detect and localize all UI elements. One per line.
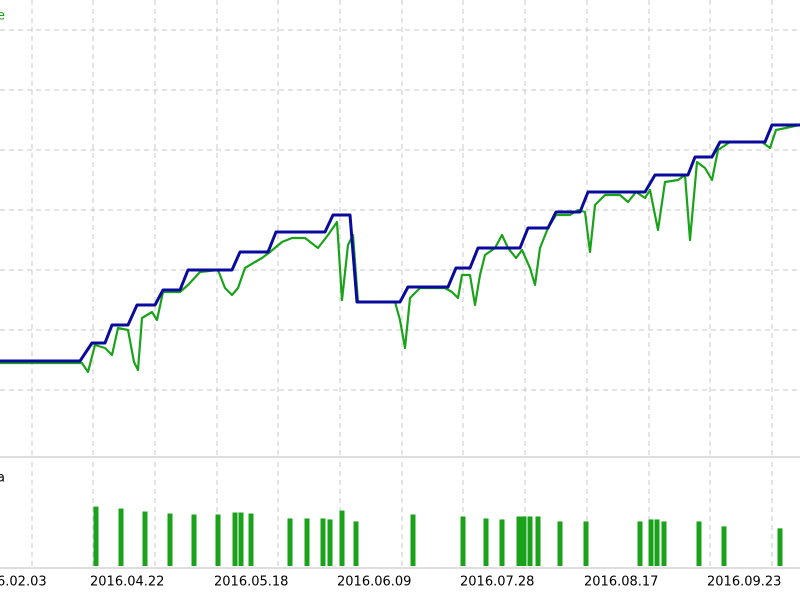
bar	[327, 519, 333, 566]
bar	[238, 512, 244, 566]
bar	[287, 518, 293, 566]
bar	[654, 519, 660, 566]
panel-title: e	[0, 9, 5, 24]
bar	[661, 521, 667, 566]
bar	[637, 521, 643, 566]
bar	[142, 511, 148, 566]
panel-title: a	[0, 471, 5, 486]
series-line	[0, 123, 800, 374]
x-tick-label: 2016.09.23	[707, 575, 781, 590]
bar	[304, 518, 310, 566]
bar	[248, 513, 254, 566]
bar	[648, 519, 654, 566]
bar	[410, 514, 416, 566]
bar	[499, 519, 505, 566]
bar	[777, 528, 783, 566]
x-tick-label: 2016.04.22	[90, 575, 164, 590]
bar	[583, 521, 589, 566]
bar	[191, 514, 197, 566]
bar	[215, 514, 221, 566]
series-line	[0, 123, 800, 363]
bar	[483, 518, 489, 566]
bar	[232, 512, 238, 566]
bar	[460, 516, 466, 566]
bar	[557, 521, 563, 566]
bar	[353, 521, 359, 566]
bar	[339, 510, 345, 566]
x-tick-label: 2016.08.17	[584, 575, 658, 590]
x-tick-label: 2016.06.09	[337, 575, 411, 590]
bar	[93, 506, 99, 566]
x-tick-label: 2016.07.28	[460, 575, 534, 590]
x-tick-label: 2016.05.18	[214, 575, 288, 590]
bar	[521, 516, 527, 566]
bar	[696, 521, 702, 566]
bar	[527, 516, 533, 566]
bar	[516, 516, 522, 566]
bar	[320, 518, 326, 566]
bar	[535, 516, 541, 566]
bar	[118, 508, 124, 566]
bar	[721, 526, 727, 566]
x-tick-label: 6.02.03	[0, 575, 47, 590]
bar	[167, 513, 173, 566]
